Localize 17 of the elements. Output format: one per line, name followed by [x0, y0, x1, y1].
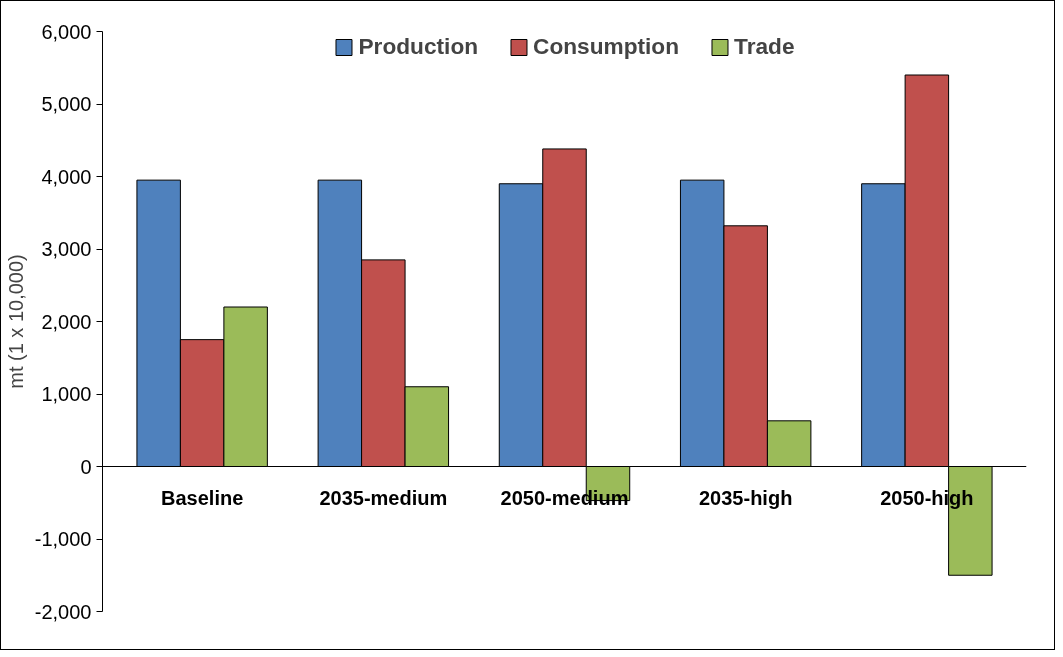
y-tick-label: 4,000: [41, 165, 92, 188]
legend-label: Consumption: [533, 33, 680, 60]
y-tick-label: 0: [80, 455, 92, 478]
y-axis-title: mt (1 x 10,000): [4, 254, 27, 389]
x-tick-label: 2050-medium: [500, 486, 629, 509]
x-tick-label: 2035-medium: [319, 486, 448, 509]
y-tick-label: 6,000: [41, 20, 92, 43]
y-tick-label: 2,000: [41, 310, 92, 333]
x-tick-label: 2035-high: [699, 486, 793, 509]
y-tick-label: -2,000: [34, 600, 92, 623]
y-tick-label: -1,000: [34, 528, 92, 550]
y-tick-label: 3,000: [41, 238, 92, 260]
legend-label: Trade: [734, 33, 795, 60]
x-tick-label: Baseline: [161, 486, 244, 509]
y-tick-label: 5,000: [41, 93, 92, 115]
y-tick-label: 1,000: [41, 383, 92, 405]
legend-label: Production: [358, 33, 479, 60]
